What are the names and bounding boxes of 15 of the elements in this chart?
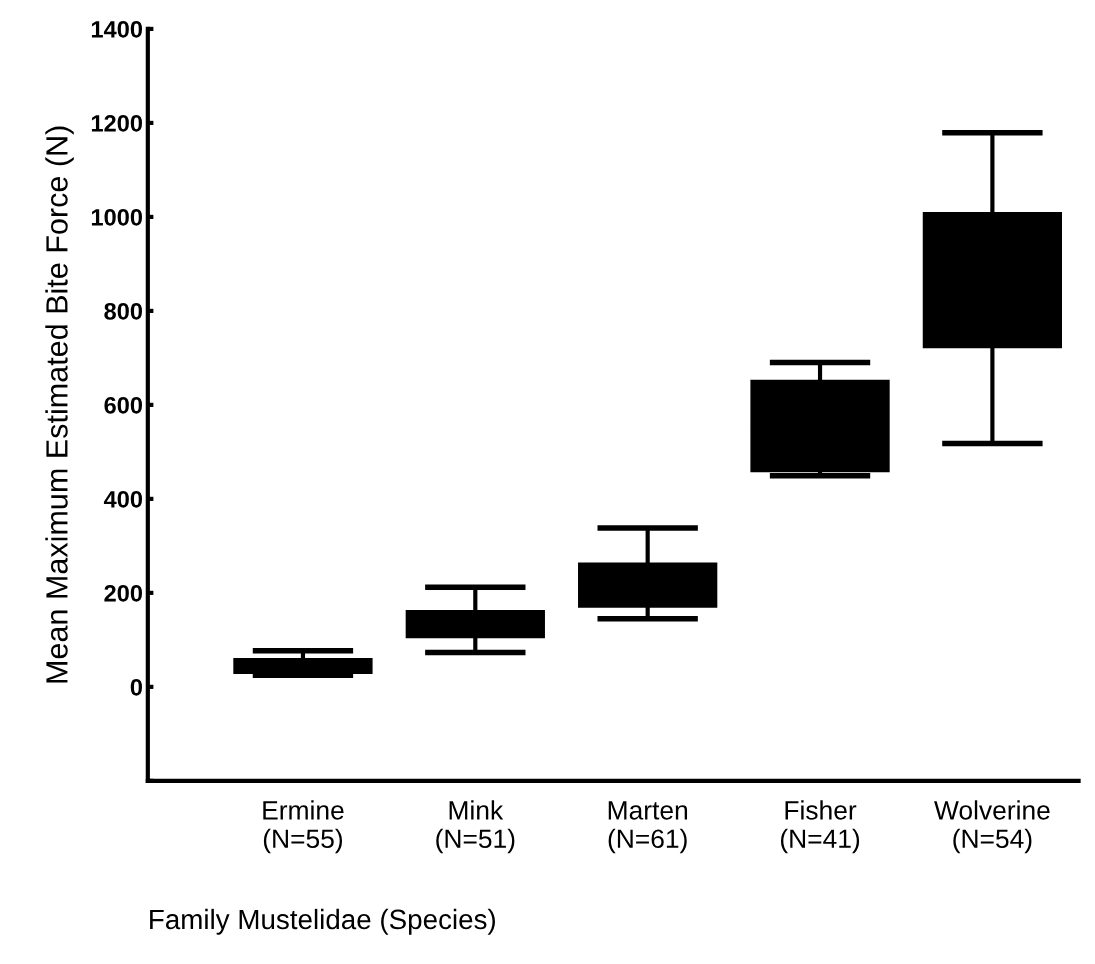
y-tick-label: 600 (104, 396, 142, 414)
y-tick-label: 1000 (91, 208, 142, 226)
y-tick-label: 0 (130, 678, 142, 696)
y-axis-title: Mean Maximum Estimated Bite Force (N) (45, 126, 74, 683)
x-tick-label: Mink (N=51) (436, 800, 515, 854)
y-tick-label: 400 (103, 490, 142, 508)
x-axis-title: Family Mustelidae (Species) (150, 908, 495, 935)
x-tick-label: Wolverine (N=54) (934, 800, 1050, 854)
x-tick-label: Fisher (N=41) (780, 800, 860, 854)
y-tick-label: 1200 (91, 114, 142, 132)
y-tick-label: 800 (104, 302, 142, 320)
y-tick-label: 200 (104, 584, 142, 602)
x-tick-label: Marten (N=61) (608, 801, 688, 854)
x-tick-label: Ermine (N=55) (263, 800, 344, 854)
y-tick-label: 1400 (91, 20, 142, 38)
